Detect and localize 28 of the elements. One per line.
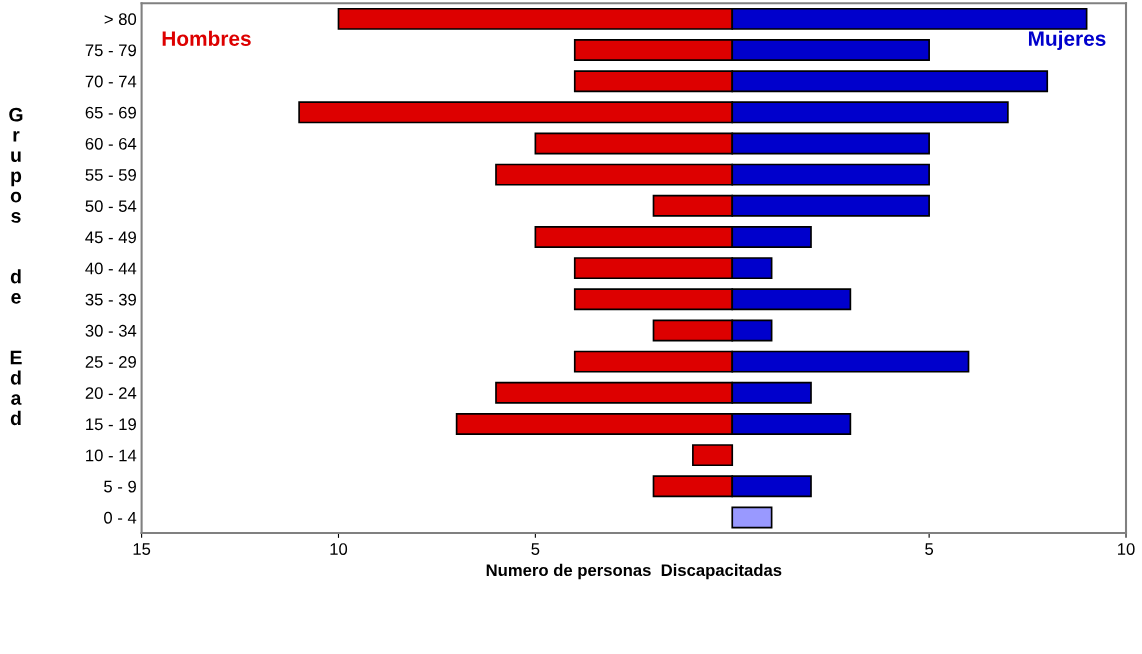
x-tick-label: 10 (1118, 543, 1135, 555)
text: Grupos de Edad (9, 107, 23, 426)
x-tick-label: 15 (133, 543, 151, 555)
y-tick-label: 25 - 29 (85, 356, 136, 368)
y-tick-label: 70 - 74 (85, 75, 137, 88)
y-tick-label: 35 - 39 (85, 293, 136, 306)
y-tick-label: 45 - 49 (85, 231, 136, 244)
y-tick-label: > 80 (104, 13, 137, 26)
x-axis-title: Numero de personas Discapacitadas (486, 563, 782, 580)
y-tick-label: 75 - 79 (85, 44, 136, 57)
text: Hombres (162, 30, 251, 46)
x-tick-label: 5 (531, 543, 540, 555)
x-tick-label: 5 (925, 543, 934, 555)
y-tick-label: 65 - 69 (85, 106, 136, 119)
y-tick-label: 30 - 34 (85, 324, 137, 337)
bar (692, 444, 734, 467)
series-label: Mujeres (1028, 30, 1106, 51)
y-tick-label: 5 - 9 (104, 480, 136, 493)
y-tick-label: 0 - 4 (104, 511, 137, 524)
y-tick-label: 15 - 19 (86, 418, 136, 431)
y-tick-label: 60 - 64 (85, 137, 137, 150)
x-tick-label: 10 (330, 543, 348, 555)
bar (731, 506, 773, 529)
y-tick-label: 50 - 54 (85, 200, 137, 213)
y-tick-label: 55 - 59 (85, 169, 136, 181)
y-tick-label: 40 - 44 (85, 262, 137, 275)
y-tick-label: 20 - 24 (85, 387, 137, 399)
y-tick-label: 10 - 14 (86, 449, 137, 462)
